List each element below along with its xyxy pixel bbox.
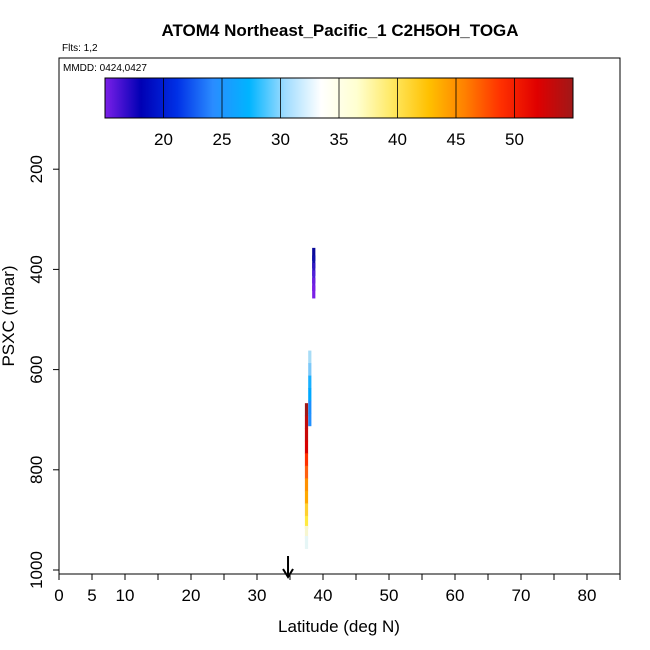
data-point: [304, 490, 309, 504]
data-point: [308, 375, 312, 389]
data-point: [304, 415, 309, 429]
down-arrow-icon: [282, 556, 294, 579]
data-point: [312, 255, 316, 269]
x-tick-label: 10: [116, 586, 135, 605]
x-axis-title: Latitude (deg N): [278, 617, 400, 636]
data-point: [304, 515, 309, 529]
colorbar-tick-label: 35: [330, 130, 349, 149]
x-tick-label: 70: [512, 586, 531, 605]
dates-label: MMDD: 0424,0427: [63, 63, 147, 74]
data-point: [304, 428, 309, 442]
flights-label: Flts: 1,2: [62, 43, 98, 54]
x-tick-label: 0: [54, 586, 63, 605]
data-point: [312, 285, 316, 299]
y-tick-label: 600: [27, 355, 46, 383]
plot-frame: [58, 57, 621, 575]
data-points: [304, 247, 316, 549]
colorbar-tick-label: 45: [447, 130, 466, 149]
colorbar-tick-label: 25: [213, 130, 232, 149]
chart-title: ATOM4 Northeast_Pacific_1 C2H5OH_TOGA: [161, 21, 518, 40]
data-point: [304, 403, 309, 417]
data-point: [312, 247, 316, 261]
y-tick-label: 1000: [27, 551, 46, 589]
x-tick-label: 20: [182, 586, 201, 605]
x-axis: 0 5 10 20 30 40 50 60 70 80: [54, 574, 621, 605]
data-point: [304, 525, 309, 539]
data-point: [312, 270, 316, 284]
colorbar-tick-label: 40: [388, 130, 407, 149]
x-tick-label: 80: [578, 586, 597, 605]
y-axis-title: PSXC (mbar): [0, 265, 18, 366]
y-tick-label: 200: [27, 155, 46, 183]
colorbar-tick-label: 30: [271, 130, 290, 149]
y-tick-label: 800: [27, 456, 46, 484]
data-point: [304, 535, 309, 549]
x-tick-label: 60: [446, 586, 465, 605]
data-point: [308, 363, 312, 377]
y-axis: 200 400 600 800 1000: [27, 155, 59, 589]
x-tick-label: 30: [248, 586, 267, 605]
colorbar: 20 25 30 35 40 45 50: [104, 77, 574, 149]
data-point: [304, 465, 309, 479]
colorbar-tick-label: 50: [505, 130, 524, 149]
data-point: [312, 262, 316, 276]
colorbar-tick-label: 20: [154, 130, 173, 149]
data-point: [304, 503, 309, 517]
x-tick-label: 5: [87, 586, 96, 605]
data-point: [308, 350, 312, 364]
data-point: [308, 388, 312, 402]
data-point: [304, 453, 309, 467]
data-point: [312, 277, 316, 291]
data-point: [308, 413, 312, 427]
x-tick-label: 40: [314, 586, 333, 605]
data-point: [308, 400, 312, 414]
data-point: [304, 440, 309, 454]
x-tick-label: 50: [380, 586, 399, 605]
y-tick-label: 400: [27, 255, 46, 283]
data-point: [304, 478, 309, 492]
